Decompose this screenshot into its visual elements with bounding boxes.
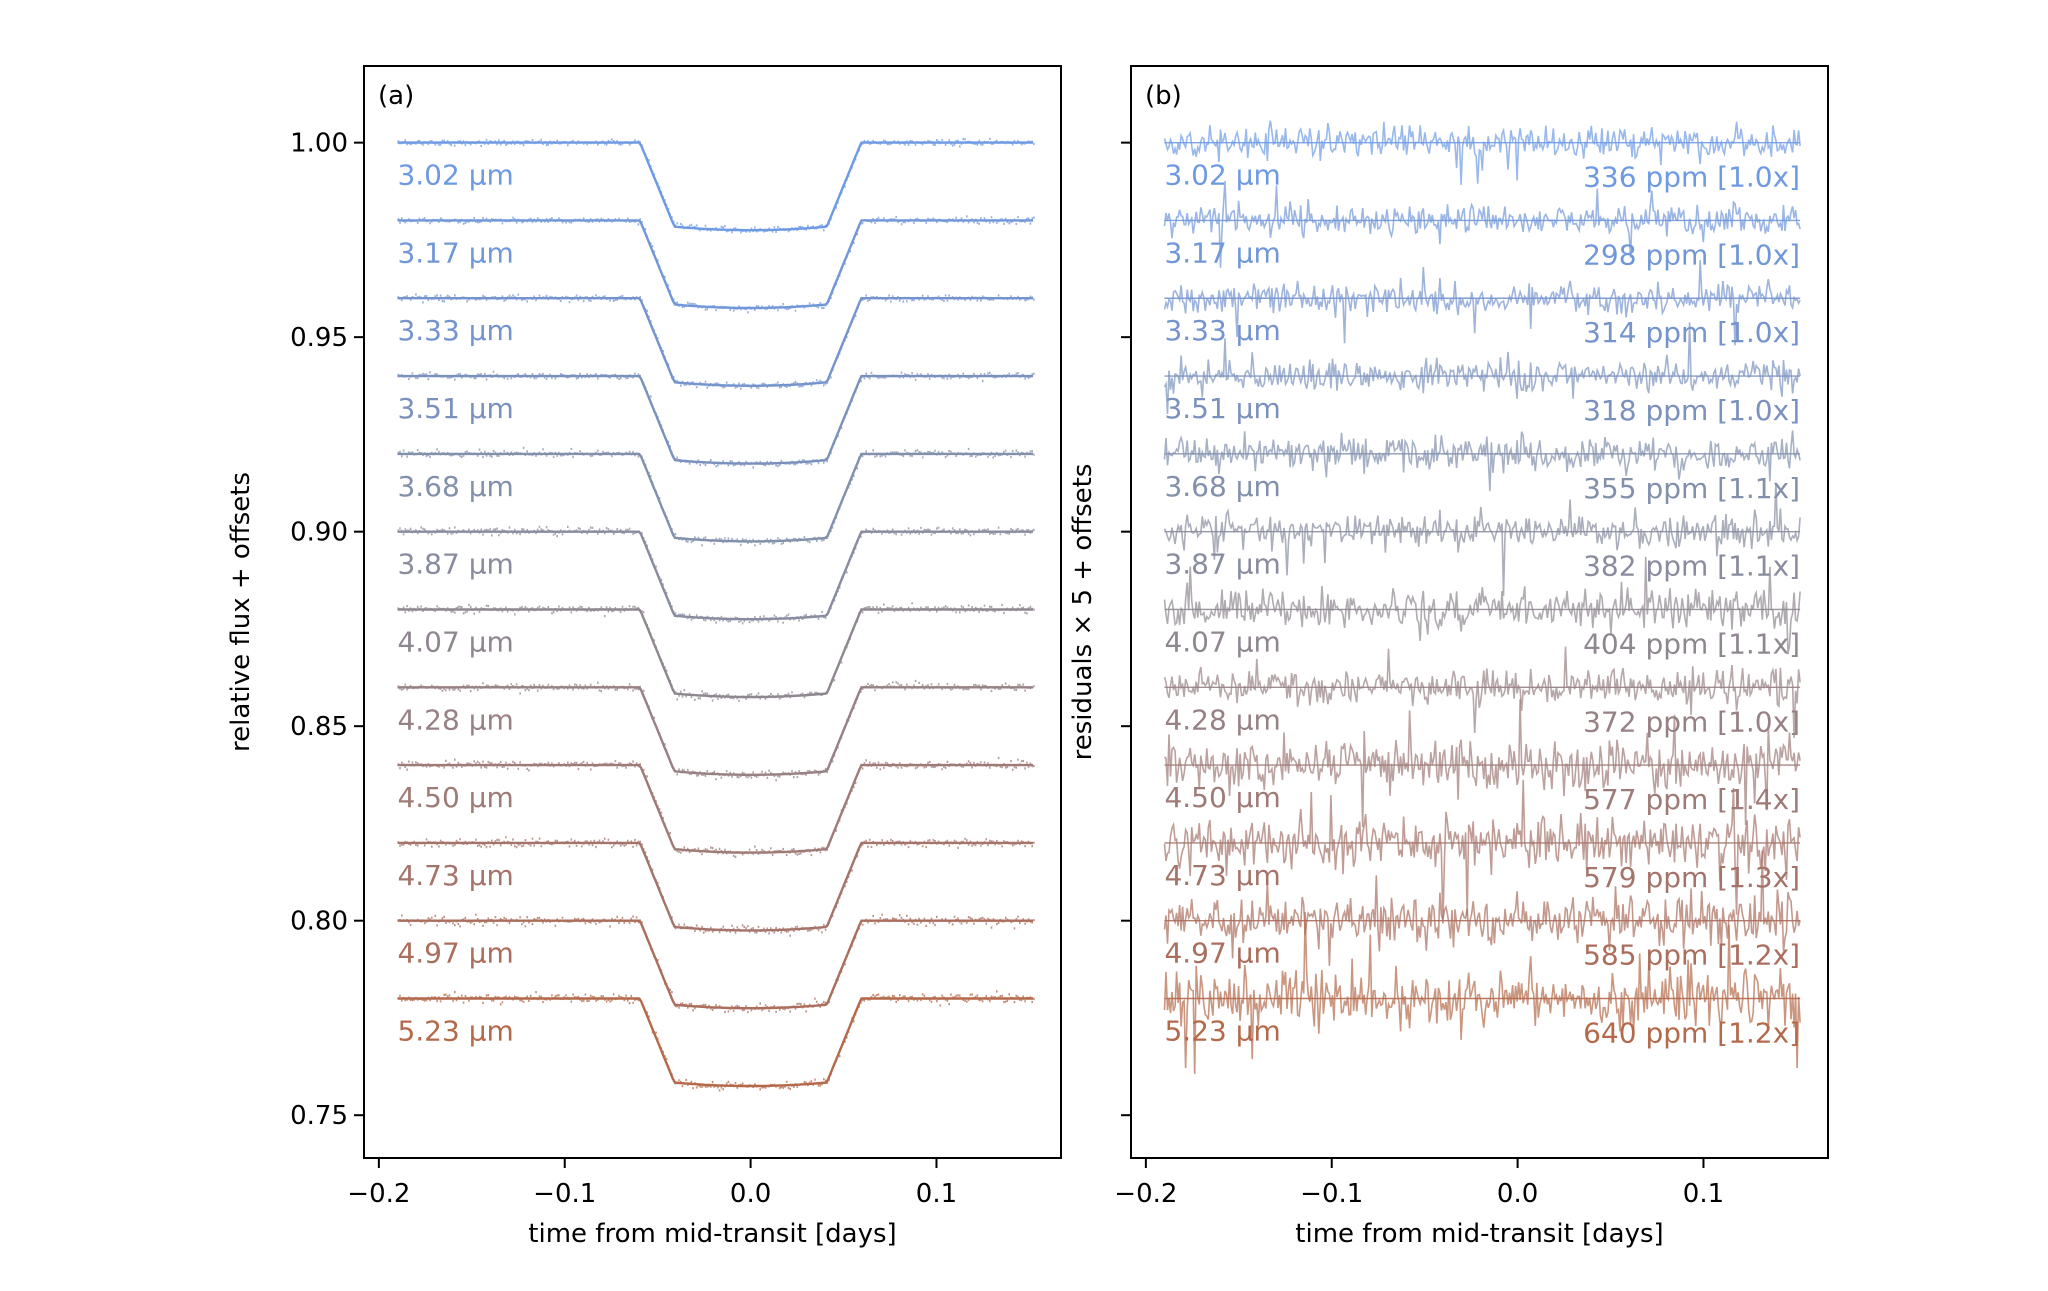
panel-b-rms-label: 318 ppm [1.0x] (1583, 394, 1800, 427)
panel-b-series-label: 3.51 μm (1164, 392, 1280, 425)
panel-a-label: (a) (378, 81, 414, 111)
panel-a-series-label: 4.73 μm (397, 859, 513, 892)
panel-b-rms-label: 372 ppm [1.0x] (1583, 705, 1800, 738)
panel-a-x-ticks: −0.2 −0.1 0.0 0.1 (347, 1158, 957, 1209)
panel-b-residual-line (1163, 120, 1801, 185)
a-y-tick-label: 0.80 (290, 907, 348, 937)
panel-a-series-label: 3.02 μm (397, 159, 513, 192)
panel-b-rms-label: 336 ppm [1.0x] (1583, 161, 1800, 194)
a-y-tick-label: 1.00 (290, 129, 348, 159)
panel-a-model-line (397, 919, 1034, 1010)
a-y-tick-label: 0.95 (290, 323, 348, 353)
panel-a-series-group (397, 137, 1035, 1092)
panel-b-series-label: 3.87 μm (1164, 548, 1280, 581)
panel-b-series-label: 3.33 μm (1164, 314, 1280, 347)
panel-a-series-label: 5.23 μm (397, 1014, 513, 1047)
b-x-tick-label: −0.1 (1300, 1179, 1363, 1209)
a-y-tick-label: 0.75 (290, 1101, 348, 1131)
panel-a-series-label: 3.87 μm (397, 548, 513, 581)
panel-a-series-label: 4.50 μm (397, 781, 513, 814)
panel-b-residual-line (1163, 430, 1801, 492)
panel-a-series-label: 3.17 μm (397, 236, 513, 269)
panel-b-rms-label: 640 ppm [1.2x] (1583, 1016, 1800, 1049)
panel-b-residual-line (1163, 180, 1801, 268)
panel-a-wavelength-labels: 3.02 μm 3.17 μm 3.33 μm 3.51 μm 3.68 μm 3.87 … (397, 159, 513, 1048)
a-y-tick-label: 0.85 (290, 712, 348, 742)
panel-b-series-label: 4.07 μm (1164, 625, 1280, 658)
panel-b-axes-frame (1130, 65, 1829, 1159)
panel-b-rms-label: 585 ppm [1.2x] (1583, 939, 1800, 972)
panel-a-model-line (397, 997, 1034, 1088)
panel-a-series-label: 4.07 μm (397, 625, 513, 658)
panel-b-residual-line (1163, 699, 1801, 828)
panel-b-rms-label: 355 ppm [1.1x] (1583, 472, 1800, 505)
panel-b-series-label: 4.97 μm (1164, 937, 1280, 970)
b-x-tick-label: 0.0 (1497, 1179, 1538, 1209)
panel-a-axes-frame (363, 65, 1062, 1159)
a-y-tick-label: 0.90 (290, 518, 348, 548)
panel-b-residual-line (1163, 482, 1801, 596)
panel-a-series-label: 4.28 μm (397, 703, 513, 736)
panel-b-rms-label: 382 ppm [1.1x] (1583, 550, 1800, 583)
a-x-tick-label: −0.2 (347, 1179, 410, 1209)
panel-a: 3.02 μm 3.17 μm 3.33 μm 3.51 μm 3.68 μm 3.87 … (226, 65, 1062, 1249)
panel-a-model-line (397, 374, 1034, 465)
panel-b-rms-label: 577 ppm [1.4x] (1583, 783, 1800, 816)
panel-a-model-line (397, 141, 1034, 232)
panel-b-y-ticks (1121, 141, 1131, 1117)
panel-b-series-label: 3.17 μm (1164, 236, 1280, 269)
panel-a-y-ticks: 1.00 0.95 0.90 0.85 0.80 0.75 (290, 129, 364, 1131)
a-x-tick-label: −0.1 (533, 1179, 596, 1209)
panel-b-residual-line (1163, 779, 1801, 924)
panel-b-residual-line (1163, 556, 1801, 655)
panel-a-model-line (397, 219, 1034, 310)
panel-a-model-line (397, 763, 1034, 854)
panel-b-rms-label: 314 ppm [1.0x] (1583, 316, 1800, 349)
panel-a-model-line (397, 530, 1034, 621)
panel-a-y-axis-label: relative flux + offsets (226, 472, 256, 752)
panel-b-series-label: 4.28 μm (1164, 703, 1280, 736)
panel-b-series-label: 4.73 μm (1164, 859, 1280, 892)
b-x-tick-label: −0.2 (1114, 1179, 1177, 1209)
panel-a-series-label: 3.68 μm (397, 470, 513, 503)
panel-b-rms-label: 298 ppm [1.0x] (1583, 238, 1800, 271)
b-x-tick-label: 0.1 (1683, 1179, 1724, 1209)
panel-b-rms-label: 579 ppm [1.3x] (1583, 861, 1800, 894)
panel-b-residual-line (1163, 260, 1801, 346)
panel-a-series-label: 3.33 μm (397, 314, 513, 347)
a-x-tick-label: 0.1 (916, 1179, 957, 1209)
panel-a-model-line (397, 452, 1034, 543)
panel-a-model-line (397, 686, 1034, 776)
panel-b-series-label: 3.68 μm (1164, 470, 1280, 503)
panel-a-model-line (397, 608, 1034, 699)
panel-a-model-line (397, 841, 1034, 932)
a-x-tick-label: 0.0 (730, 1179, 771, 1209)
panel-b-series-label: 4.50 μm (1164, 781, 1280, 814)
panel-b-rms-label: 404 ppm [1.1x] (1583, 627, 1800, 660)
panel-b-label: (b) (1145, 81, 1182, 111)
panel-b: 3.02 μm 336 ppm [1.0x] 3.17 μm 298 ppm [1.0… (1068, 65, 1829, 1249)
panel-b-x-ticks: −0.2 −0.1 0.0 0.1 (1114, 1158, 1724, 1209)
panel-b-series-label: 5.23 μm (1164, 1014, 1280, 1047)
panel-a-model-line (397, 297, 1034, 387)
panel-a-series-label: 3.51 μm (397, 392, 513, 425)
panel-a-x-axis-label: time from mid-transit [days] (528, 1219, 896, 1249)
panel-a-series-label: 4.97 μm (397, 937, 513, 970)
panel-b-y-axis-label: residuals × 5 + offsets (1068, 464, 1098, 761)
panel-b-series-label: 3.02 μm (1164, 159, 1280, 192)
panel-b-labels: 3.02 μm 336 ppm [1.0x] 3.17 μm 298 ppm [1.0… (1164, 159, 1800, 1050)
panel-b-series-group (1163, 120, 1801, 1074)
panel-b-x-axis-label: time from mid-transit [days] (1295, 1219, 1663, 1249)
panel-b-residual-line (1163, 850, 1801, 966)
panel-b-residual-line (1163, 912, 1801, 1074)
